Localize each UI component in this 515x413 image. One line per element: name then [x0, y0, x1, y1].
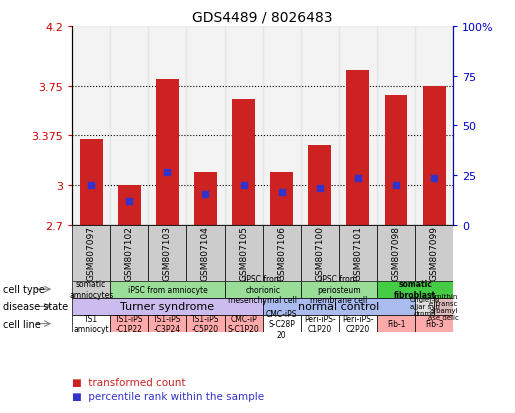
Bar: [80, 139, 102, 225]
FancyBboxPatch shape: [301, 225, 339, 281]
FancyBboxPatch shape: [225, 281, 301, 298]
Bar: [156, 80, 179, 225]
FancyBboxPatch shape: [110, 315, 148, 332]
Text: GSM807100: GSM807100: [315, 225, 324, 280]
Text: Peri-iPS-
C2P20: Peri-iPS- C2P20: [342, 314, 374, 334]
Bar: [263, 27, 301, 225]
FancyBboxPatch shape: [225, 315, 263, 332]
Bar: [225, 27, 263, 225]
FancyBboxPatch shape: [434, 298, 453, 315]
Text: somatic
fibroblast: somatic fibroblast: [394, 280, 436, 299]
Text: Peri-iPS-
C1P20: Peri-iPS- C1P20: [304, 314, 336, 334]
Point: [87, 182, 95, 189]
Bar: [415, 27, 453, 225]
FancyBboxPatch shape: [415, 315, 453, 332]
FancyBboxPatch shape: [72, 225, 110, 281]
Bar: [194, 172, 217, 225]
FancyBboxPatch shape: [148, 225, 186, 281]
Bar: [385, 95, 407, 225]
Text: GSM807103: GSM807103: [163, 225, 172, 280]
Text: GSM807101: GSM807101: [353, 225, 363, 280]
Text: TS1-iPS
-C3P24: TS1-iPS -C3P24: [153, 314, 182, 334]
Text: iPSC from
periosteum
membrane cell: iPSC from periosteum membrane cell: [310, 275, 368, 304]
Point: [354, 176, 362, 182]
Point: [239, 182, 248, 189]
FancyBboxPatch shape: [148, 315, 186, 332]
Text: GSM807104: GSM807104: [201, 225, 210, 280]
Text: TS1-iPS
-C1P22: TS1-iPS -C1P22: [115, 314, 144, 334]
Text: CMC-iP
S-C1P20: CMC-iP S-C1P20: [228, 314, 260, 334]
Text: GSM807102: GSM807102: [125, 225, 134, 280]
Text: Crigler-N
ajjar syn
drome: Crigler-N ajjar syn drome: [409, 297, 440, 317]
FancyBboxPatch shape: [301, 281, 377, 298]
Title: GDS4489 / 8026483: GDS4489 / 8026483: [193, 10, 333, 24]
Text: ■  transformed count: ■ transformed count: [72, 377, 185, 387]
Bar: [339, 27, 377, 225]
FancyBboxPatch shape: [339, 315, 377, 332]
Text: Fib-1: Fib-1: [387, 319, 405, 328]
FancyBboxPatch shape: [186, 315, 225, 332]
FancyBboxPatch shape: [110, 225, 148, 281]
Text: GSM807098: GSM807098: [391, 225, 401, 280]
FancyBboxPatch shape: [377, 225, 415, 281]
Text: cell line: cell line: [3, 319, 40, 329]
Text: TS1-iPS
-C5P20: TS1-iPS -C5P20: [191, 314, 220, 334]
Text: GSM807105: GSM807105: [239, 225, 248, 280]
Bar: [232, 100, 255, 225]
Bar: [148, 27, 186, 225]
Text: GSM807099: GSM807099: [430, 225, 439, 280]
Text: ■  percentile rank within the sample: ■ percentile rank within the sample: [72, 392, 264, 401]
Text: GSM807097: GSM807097: [87, 225, 96, 280]
Text: Fib-3: Fib-3: [425, 319, 443, 328]
FancyBboxPatch shape: [415, 225, 453, 281]
FancyBboxPatch shape: [263, 225, 301, 281]
Bar: [118, 185, 141, 225]
Text: Turner syndrome: Turner syndrome: [121, 301, 214, 312]
Bar: [347, 71, 369, 225]
Text: iPSC from amniocyte: iPSC from amniocyte: [128, 285, 207, 294]
FancyBboxPatch shape: [377, 315, 415, 332]
Point: [278, 189, 286, 195]
Bar: [423, 86, 445, 225]
Text: somatic
amniocytes: somatic amniocytes: [69, 280, 113, 299]
Point: [430, 176, 438, 182]
Text: GSM807106: GSM807106: [277, 225, 286, 280]
FancyBboxPatch shape: [415, 298, 434, 315]
Bar: [301, 27, 339, 225]
Text: CMC-iPS
S-C28P
20: CMC-iPS S-C28P 20: [266, 309, 298, 339]
Point: [392, 182, 400, 189]
Bar: [270, 172, 293, 225]
FancyBboxPatch shape: [72, 315, 110, 332]
Text: disease state: disease state: [3, 301, 67, 312]
FancyBboxPatch shape: [263, 298, 415, 315]
Text: cell type: cell type: [3, 285, 44, 294]
FancyBboxPatch shape: [110, 281, 225, 298]
FancyBboxPatch shape: [72, 281, 110, 298]
FancyBboxPatch shape: [263, 315, 301, 332]
FancyBboxPatch shape: [301, 315, 339, 332]
Text: normal control: normal control: [298, 301, 380, 312]
Text: TS1
amniocyt: TS1 amniocyt: [73, 314, 109, 334]
Text: Ornithin
e transc
arbamyl
ase delic: Ornithin e transc arbamyl ase delic: [428, 293, 459, 320]
Text: iPSC from
chorionic
mesenchymal cell: iPSC from chorionic mesenchymal cell: [228, 275, 297, 304]
Point: [316, 185, 324, 191]
Bar: [110, 27, 148, 225]
FancyBboxPatch shape: [186, 225, 225, 281]
FancyBboxPatch shape: [225, 225, 263, 281]
Point: [125, 198, 133, 204]
Bar: [186, 27, 225, 225]
Bar: [377, 27, 415, 225]
FancyBboxPatch shape: [72, 298, 263, 315]
FancyBboxPatch shape: [339, 225, 377, 281]
Bar: [72, 27, 110, 225]
FancyBboxPatch shape: [377, 281, 453, 298]
Point: [201, 191, 210, 198]
Bar: [308, 146, 331, 225]
Point: [163, 169, 171, 176]
